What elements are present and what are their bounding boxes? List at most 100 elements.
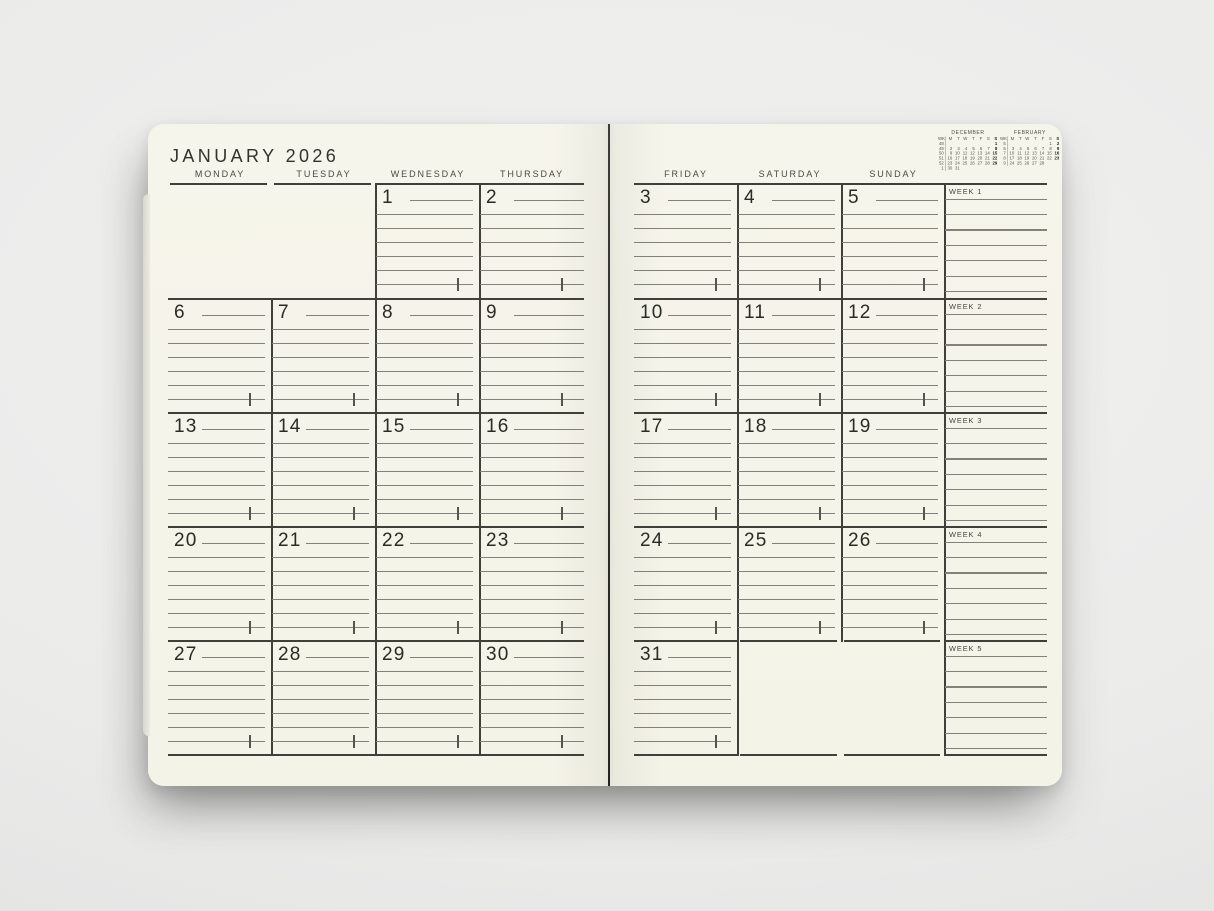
- mini-calendar-day-header: W: [1025, 136, 1030, 141]
- mini-calendar-day: 9: [949, 150, 953, 156]
- day-cell: 30: [479, 640, 584, 756]
- column-divider: [841, 526, 843, 642]
- ruled-line: [376, 485, 473, 487]
- cell-top-border: [480, 640, 584, 642]
- cell-top-border: [634, 298, 738, 300]
- ruled-line: [945, 229, 1047, 231]
- ruled-line: [272, 699, 369, 701]
- ruled-line: [634, 671, 731, 673]
- ruled-line: [738, 513, 835, 515]
- ruled-line: [168, 457, 265, 459]
- ruled-line: [168, 385, 265, 387]
- ruled-line: [634, 613, 731, 615]
- mini-calendar-day: 3: [1011, 145, 1015, 151]
- ruled-line: [376, 685, 473, 687]
- day-number-line: [668, 200, 731, 202]
- ruled-line: [945, 587, 1047, 589]
- ruled-line: [272, 357, 369, 359]
- cell-top-border: [842, 412, 945, 414]
- ruled-line: [634, 399, 731, 401]
- ruled-line: [738, 499, 835, 501]
- ruled-line: [634, 256, 731, 258]
- week-row: 31 WEEK 5: [609, 640, 1062, 756]
- ruled-line: [480, 371, 584, 373]
- tick-mark: [819, 278, 821, 291]
- cell-top-border: [945, 526, 1047, 528]
- cell-top-border: [634, 412, 738, 414]
- tick-mark: [715, 735, 717, 748]
- ruled-line: [842, 357, 938, 359]
- ruled-line: [480, 557, 584, 559]
- mini-calendar-day-header: S: [986, 136, 990, 141]
- mini-calendar-day-header: M: [948, 136, 953, 141]
- tick-mark: [249, 621, 251, 634]
- ruled-line: [842, 270, 938, 272]
- ruled-line: [945, 504, 1047, 506]
- mini-calendar-day: 24: [1009, 160, 1015, 166]
- mini-calendar-day: 2: [1056, 140, 1060, 146]
- ruled-line: [168, 513, 265, 515]
- day-number-line: [410, 543, 473, 545]
- tick-mark: [457, 278, 459, 291]
- ruled-line: [272, 571, 369, 573]
- cell-bottom-border: [376, 753, 480, 756]
- ruled-line: [480, 485, 584, 487]
- ruled-line: [168, 699, 265, 701]
- column-divider: [375, 640, 377, 756]
- mini-calendar-week-number: 1: [938, 165, 946, 171]
- mini-calendar-week-number: 5: [1000, 141, 1008, 147]
- day-column-header: MONDAY: [194, 169, 246, 179]
- cell-top-border: [740, 640, 837, 642]
- mini-calendar-day: 23: [947, 160, 953, 166]
- mini-calendar-day: 6: [979, 145, 983, 151]
- day-number: 7: [278, 302, 290, 323]
- day-number-line: [514, 657, 584, 659]
- notes-cell: WEEK 1: [944, 183, 1047, 300]
- ruled-line: [480, 571, 584, 573]
- ruled-line: [945, 717, 1047, 719]
- mini-calendar-day: 5: [1026, 145, 1030, 151]
- day-cell: 3: [634, 183, 738, 299]
- ruled-line: [945, 670, 1047, 673]
- cell-top-border: [634, 526, 738, 528]
- tick-mark: [923, 393, 925, 406]
- tick-mark: [561, 278, 563, 291]
- day-number: 8: [382, 302, 394, 323]
- mini-calendar-day: 24: [954, 160, 960, 166]
- ruled-line: [376, 499, 473, 501]
- cell-top-border: [945, 183, 1047, 185]
- ruled-line: [842, 343, 938, 345]
- day-number-line: [202, 543, 265, 545]
- cell-top-border: [634, 183, 738, 185]
- ruled-line: [376, 585, 473, 587]
- ruled-line: [738, 228, 835, 230]
- day-cell: 21: [271, 526, 376, 642]
- day-cell: 4: [737, 183, 842, 300]
- week-row: 13 14 15 16: [148, 412, 609, 528]
- ruled-line: [738, 284, 835, 286]
- ruled-line: [376, 699, 473, 701]
- day-cell: 10: [634, 298, 738, 413]
- column-divider: [375, 183, 377, 300]
- mini-calendar-day: 9: [1056, 145, 1060, 151]
- day-number-line: [202, 315, 265, 317]
- mini-calendar-day-header: T: [1034, 136, 1037, 141]
- ruled-line: [376, 557, 473, 559]
- tick-mark: [561, 507, 563, 520]
- cell-top-border: [272, 298, 376, 300]
- day-number-line: [202, 657, 265, 659]
- day-number-line: [306, 657, 369, 659]
- ruled-line: [945, 473, 1047, 475]
- day-cell: [168, 183, 272, 299]
- ruled-line: [842, 242, 938, 244]
- cell-top-border: [376, 640, 480, 642]
- column-divider: [841, 298, 843, 414]
- mini-calendar-day: 10: [954, 150, 960, 156]
- ruled-line: [272, 329, 369, 331]
- day-cell: 14: [271, 412, 376, 528]
- day-number: 20: [174, 530, 198, 551]
- ruled-line: [272, 399, 369, 401]
- mini-calendar-day: 12: [969, 150, 975, 156]
- cell-top-border: [634, 640, 738, 642]
- ruled-line: [376, 457, 473, 459]
